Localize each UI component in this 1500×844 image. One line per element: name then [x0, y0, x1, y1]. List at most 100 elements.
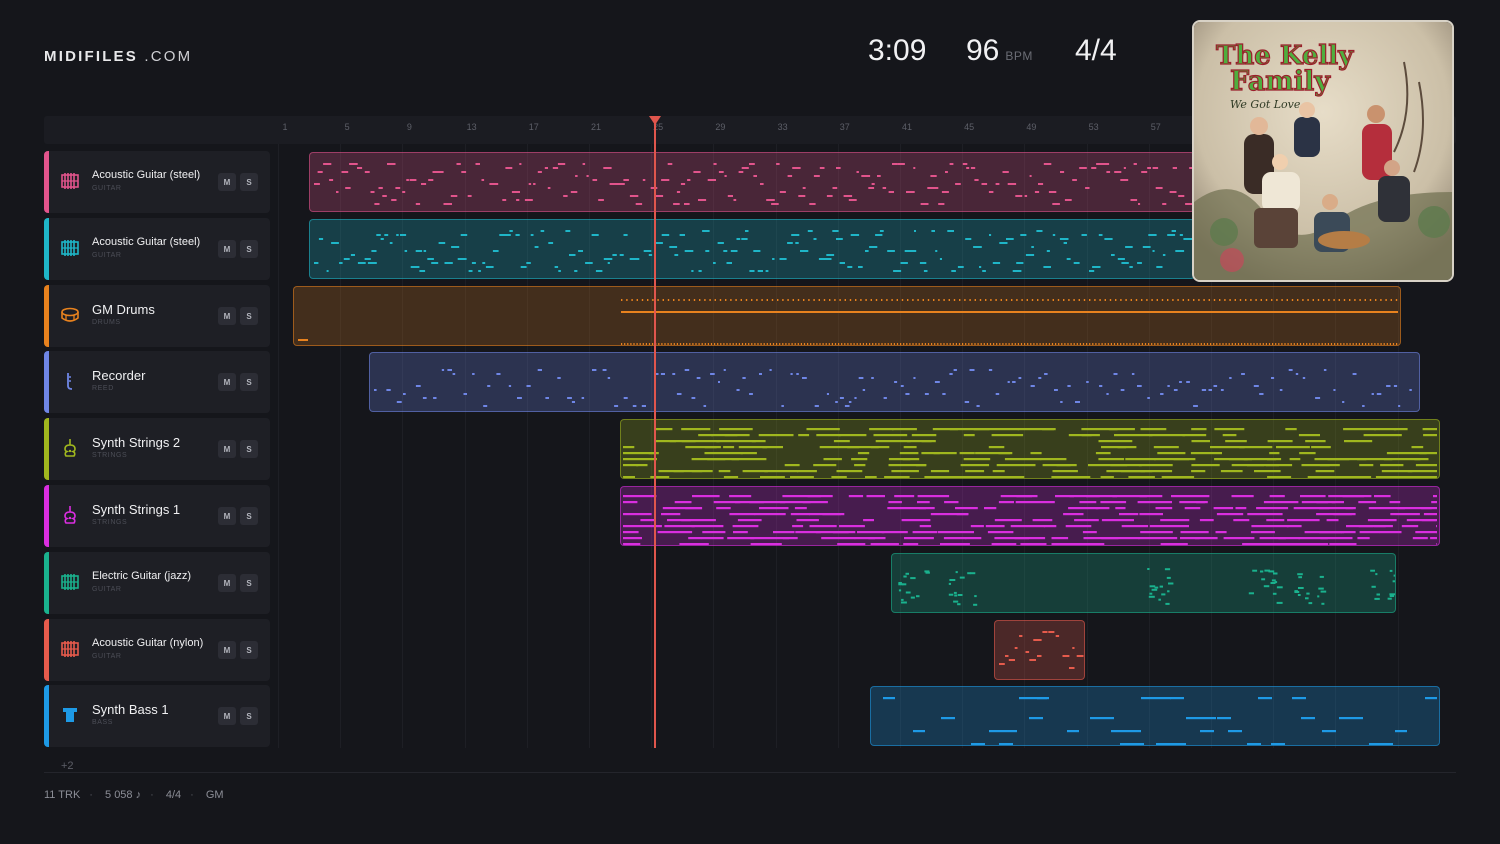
- track-name: Electric Guitar (jazz): [92, 570, 192, 582]
- ruler-tick: 45: [964, 122, 975, 132]
- clip-notes: [623, 495, 1437, 545]
- solo-button[interactable]: S: [240, 707, 258, 725]
- ruler-tick: 17: [528, 122, 539, 132]
- mute-button[interactable]: M: [218, 574, 236, 592]
- ruler-tick: 37: [839, 122, 850, 132]
- track-name: Acoustic Guitar (nylon): [92, 637, 204, 649]
- track-category: STRINGS: [92, 519, 128, 526]
- album-art-image: The Kelly Family We Got Love: [1194, 22, 1452, 280]
- track-color-bar: [44, 418, 49, 480]
- solo-button[interactable]: S: [240, 307, 258, 325]
- track-header[interactable]: Acoustic Guitar (nylon) GUITAR M S: [44, 619, 270, 681]
- solo-button[interactable]: S: [240, 240, 258, 258]
- grid-line: [900, 144, 901, 748]
- ruler-tick: 53: [1088, 122, 1099, 132]
- ruler-tick: 49: [1026, 122, 1037, 132]
- midi-clip[interactable]: [870, 686, 1440, 746]
- footer-divider: [44, 772, 1456, 773]
- midi-clip[interactable]: [620, 419, 1440, 479]
- separator-dot: ·: [150, 789, 154, 801]
- clip-notes: [999, 631, 1084, 669]
- album-subtitle: We Got Love: [1230, 98, 1301, 111]
- clip-notes: [623, 428, 1437, 478]
- track-category: GUITAR: [92, 586, 122, 593]
- bass-icon: [60, 705, 80, 725]
- solo-button[interactable]: S: [240, 641, 258, 659]
- recorder-icon: [60, 371, 80, 391]
- track-color-bar: [44, 351, 49, 413]
- track-header[interactable]: Synth Strings 2 STRINGS M S: [44, 418, 270, 480]
- track-header[interactable]: Acoustic Guitar (steel) GUITAR M S: [44, 151, 270, 213]
- clip-notes: [298, 299, 1398, 345]
- grid-line: [589, 144, 590, 748]
- midi-clip[interactable]: [309, 152, 1195, 212]
- duration-display: 3:09: [868, 34, 927, 67]
- album-title-line2: Family: [1230, 66, 1331, 97]
- track-header[interactable]: GM Drums DRUMS M S: [44, 285, 270, 347]
- mute-button[interactable]: M: [218, 373, 236, 391]
- solo-button[interactable]: S: [240, 173, 258, 191]
- midi-clip[interactable]: [620, 486, 1440, 546]
- mute-button[interactable]: M: [218, 707, 236, 725]
- ruler-tick: 25: [653, 122, 664, 132]
- midi-clip[interactable]: [309, 219, 1195, 279]
- tempo-unit: BPM: [1005, 49, 1033, 63]
- solo-button[interactable]: S: [240, 373, 258, 391]
- track-header[interactable]: Synth Bass 1 BASS M S: [44, 685, 270, 747]
- solo-button[interactable]: S: [240, 507, 258, 525]
- track-category: GUITAR: [92, 185, 122, 192]
- tempo-display: 96 BPM: [966, 34, 1033, 68]
- track-header[interactable]: Acoustic Guitar (steel) GUITAR M S: [44, 218, 270, 280]
- midi-clip[interactable]: [293, 286, 1401, 346]
- mute-button[interactable]: M: [218, 240, 236, 258]
- track-name: Acoustic Guitar (steel): [92, 236, 201, 248]
- mute-button[interactable]: M: [218, 307, 236, 325]
- mute-button[interactable]: M: [218, 641, 236, 659]
- midi-clip[interactable]: [994, 620, 1085, 680]
- grid-line: [1398, 144, 1399, 748]
- mute-button[interactable]: M: [218, 507, 236, 525]
- ruler-tick: 33: [777, 122, 788, 132]
- track-color-bar: [44, 485, 49, 547]
- ruler-tick: 41: [901, 122, 913, 132]
- solo-button[interactable]: S: [240, 574, 258, 592]
- track-color-bar: [44, 151, 49, 213]
- solo-button[interactable]: S: [240, 440, 258, 458]
- clip-notes: [883, 697, 1437, 745]
- track-header[interactable]: Electric Guitar (jazz) GUITAR M S: [44, 552, 270, 614]
- note-count: 5 058 ♪: [105, 789, 142, 801]
- more-tracks-indicator[interactable]: +2: [61, 760, 74, 772]
- track-name: GM Drums: [92, 302, 155, 317]
- track-header[interactable]: Recorder REED M S: [44, 351, 270, 413]
- track-color-bar: [44, 619, 49, 681]
- logo: MIDIFILES .COM: [44, 48, 193, 65]
- track-name: Recorder: [92, 368, 146, 383]
- ruler-tick: 13: [466, 122, 477, 132]
- playhead[interactable]: [649, 116, 661, 748]
- separator-dot: ·: [190, 789, 194, 801]
- guitar-grid-icon: [60, 639, 80, 659]
- midi-clip[interactable]: [891, 553, 1396, 613]
- footer-stats: 11 TRK · 5 058 ♪ · 4/4 · GM: [44, 789, 224, 801]
- separator-dot: ·: [89, 789, 93, 801]
- clip-notes: [314, 230, 1194, 272]
- track-category: DRUMS: [92, 319, 121, 326]
- grid-line: [340, 144, 341, 748]
- drum-icon: [60, 305, 80, 325]
- mute-button[interactable]: M: [218, 173, 236, 191]
- grid-line: [527, 144, 528, 748]
- track-header[interactable]: Synth Strings 1 STRINGS M S: [44, 485, 270, 547]
- grid-line: [402, 144, 403, 748]
- ruler-tick: 9: [406, 122, 412, 132]
- track-category: GUITAR: [92, 252, 122, 259]
- track-color-bar: [44, 685, 49, 747]
- track-category: STRINGS: [92, 452, 128, 459]
- clip-notes: [374, 369, 1412, 407]
- grid-line: [1273, 144, 1274, 748]
- time-signature-display: 4/4: [1075, 34, 1117, 67]
- midi-clip[interactable]: [369, 352, 1420, 412]
- track-color-bar: [44, 552, 49, 614]
- playhead-handle[interactable]: [649, 116, 661, 125]
- grid-line: [1335, 144, 1336, 748]
- mute-button[interactable]: M: [218, 440, 236, 458]
